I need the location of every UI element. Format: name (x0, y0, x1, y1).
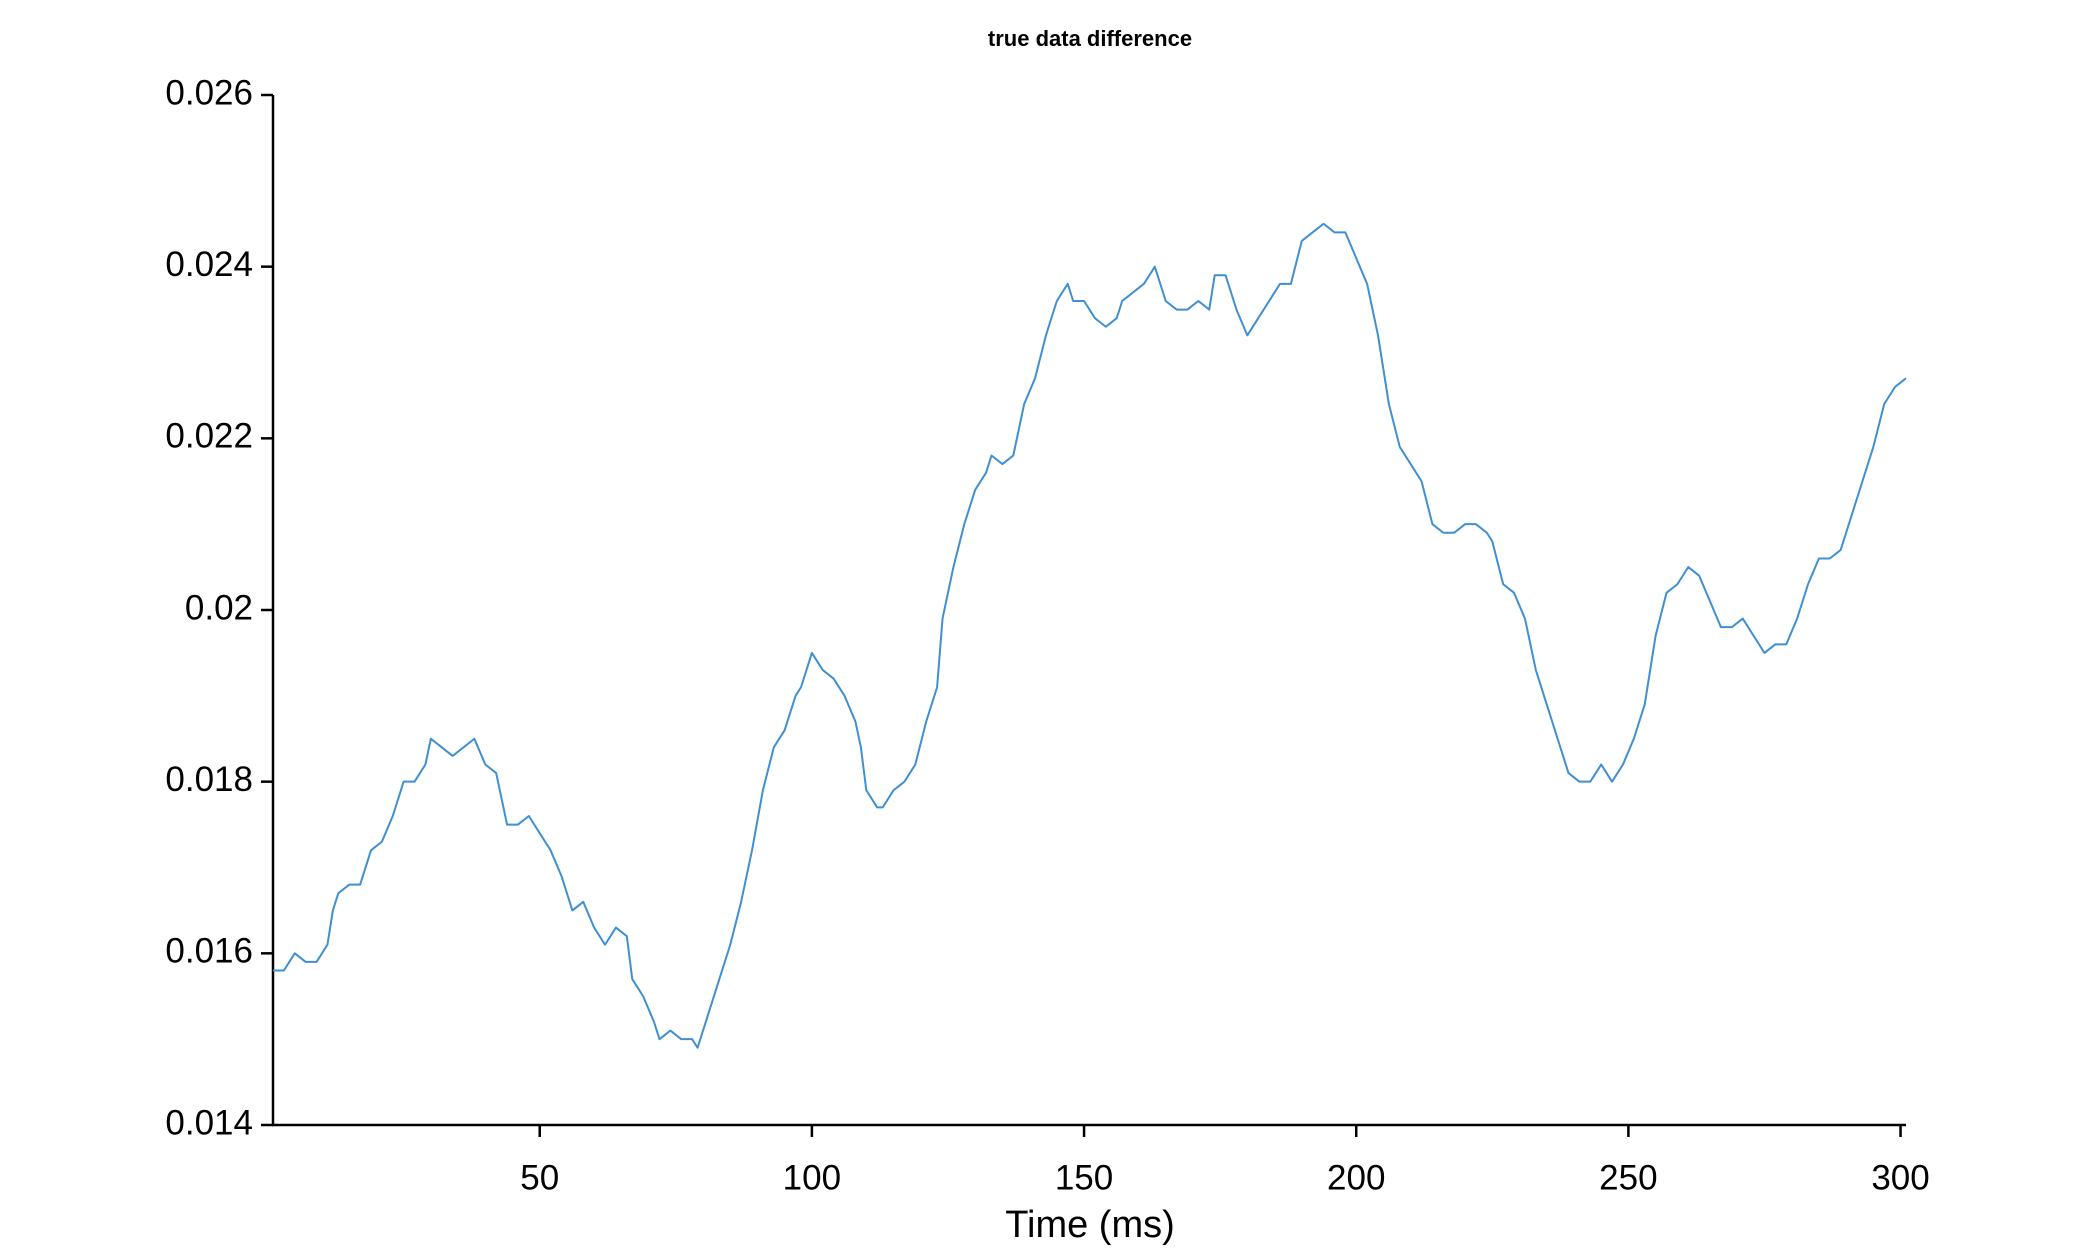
y-tick-label: 0.014 (165, 1103, 253, 1142)
y-tick-label: 0.022 (165, 417, 253, 456)
data-line (273, 222, 1907, 1049)
chart-title: true data difference (988, 26, 1192, 51)
y-tick-label: 0.016 (165, 932, 253, 971)
y-tick-label: 0.024 (165, 245, 253, 284)
x-axis-label: Time (ms) (1005, 1204, 1175, 1246)
x-tick-label: 250 (1599, 1158, 1657, 1197)
y-tick-label: 0.026 (165, 73, 253, 112)
x-tick-label: 300 (1871, 1158, 1929, 1197)
x-tick-label: 150 (1055, 1158, 1113, 1197)
x-tick-label: 50 (520, 1158, 559, 1197)
x-tick-label: 100 (783, 1158, 841, 1197)
y-tick-label: 0.018 (165, 760, 253, 799)
y-tick-label: 0.02 (185, 588, 253, 627)
x-tick-label: 200 (1327, 1158, 1385, 1197)
